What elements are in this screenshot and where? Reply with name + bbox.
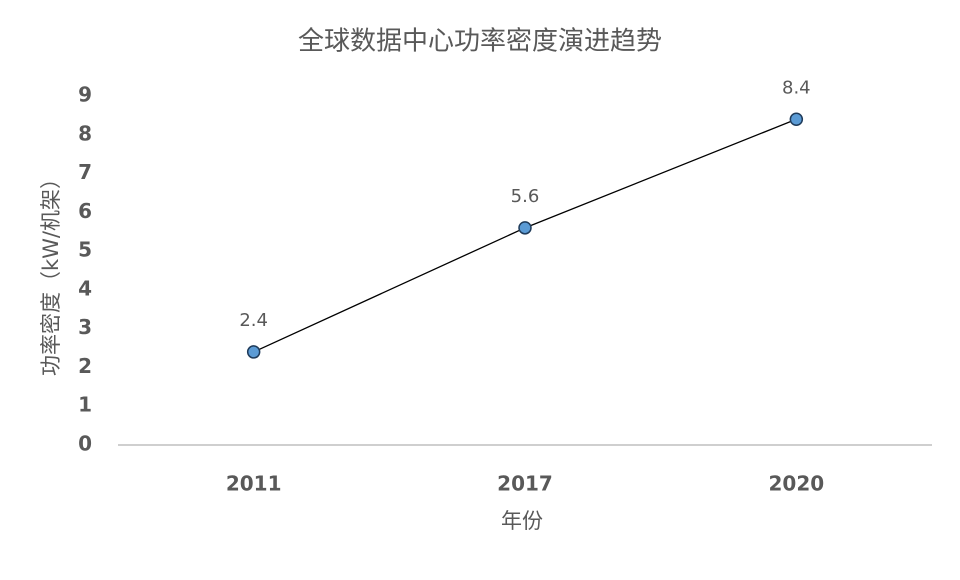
x-tick-label: 2017 bbox=[497, 472, 553, 496]
marker bbox=[518, 221, 532, 235]
x-tick-label: 2011 bbox=[226, 472, 282, 496]
y-tick-label: 7 bbox=[78, 160, 92, 184]
y-tick-label: 3 bbox=[78, 315, 92, 339]
y-axis-title: 功率密度（kW/机架） bbox=[39, 168, 63, 376]
y-tick-label: 5 bbox=[78, 238, 92, 262]
y-tick-label: 9 bbox=[78, 83, 92, 107]
y-tick-label: 8 bbox=[78, 121, 92, 145]
data-label: 8.4 bbox=[782, 77, 811, 98]
chart-title: 全球数据中心功率密度演进趋势 bbox=[298, 27, 662, 57]
marker bbox=[246, 345, 261, 359]
data-label: 5.6 bbox=[511, 186, 540, 207]
y-tick-label: 4 bbox=[78, 276, 92, 300]
marker bbox=[789, 112, 804, 127]
data-label: 2.4 bbox=[239, 310, 268, 331]
y-tick-label: 0 bbox=[78, 432, 92, 456]
y-tick-label: 1 bbox=[78, 393, 92, 417]
x-axis-title: 年份 bbox=[501, 509, 543, 533]
y-tick-label: 6 bbox=[78, 199, 92, 223]
y-tick-label: 2 bbox=[78, 354, 92, 378]
x-tick-label: 2020 bbox=[768, 472, 824, 496]
